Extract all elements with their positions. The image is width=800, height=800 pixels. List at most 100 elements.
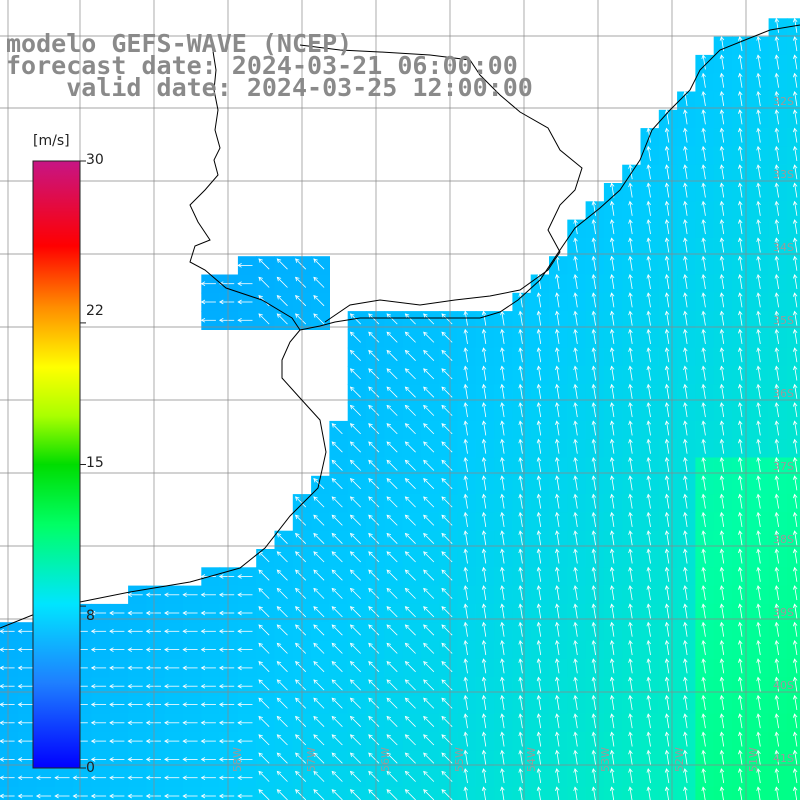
wind-arrow-head	[536, 585, 542, 590]
wind-arrow	[405, 588, 416, 599]
wind-speed-cell	[164, 786, 184, 800]
wind-arrow	[794, 750, 798, 765]
wind-speed-cell	[677, 786, 696, 800]
valid-date-text: valid date: 2024-03-25 12:00:00	[66, 73, 533, 102]
wind-arrow-head	[518, 475, 523, 480]
wind-arrow	[423, 716, 435, 727]
wind-arrow-head	[628, 639, 633, 645]
wind-arrow	[464, 494, 468, 509]
wind-arrow-head	[386, 459, 392, 465]
wind-arrow	[556, 640, 560, 656]
wind-arrow	[556, 695, 560, 710]
lon-label: 57W	[305, 747, 318, 772]
wind-arrow-head	[756, 438, 761, 444]
wind-arrow	[757, 347, 761, 363]
wind-arrow	[464, 677, 468, 692]
wind-arrow	[629, 384, 633, 399]
wind-arrow-head	[573, 475, 578, 480]
wind-arrow	[258, 569, 270, 581]
wind-arrow-head	[792, 475, 798, 480]
wind-arrow	[501, 457, 505, 473]
wind-arrow	[666, 549, 670, 564]
wind-arrow-head	[774, 255, 780, 261]
wind-arrow	[501, 622, 505, 637]
wind-arrow-head	[774, 54, 780, 60]
wind-arrow-head	[591, 310, 597, 316]
wind-arrow-head	[555, 475, 560, 480]
wind-arrow-head	[500, 585, 505, 590]
wind-arrow-head	[756, 548, 761, 554]
wind-arrow	[611, 677, 615, 692]
wind-arrow-head	[368, 441, 373, 446]
wind-arrow	[702, 402, 706, 418]
wind-arrow-head	[609, 310, 615, 316]
wind-arrow-head	[664, 603, 670, 609]
wind-arrow-head	[500, 639, 505, 645]
wind-arrow-head	[719, 273, 725, 279]
wind-arrow	[313, 771, 325, 782]
wind-arrow	[721, 128, 725, 143]
wind-arrow	[386, 533, 398, 544]
wind-arrow	[538, 512, 542, 527]
wind-arrow-head	[404, 514, 410, 520]
wind-arrow-head	[182, 647, 187, 652]
wind-arrow	[331, 697, 343, 709]
wind-arrow	[423, 789, 435, 800]
wind-arrow	[666, 128, 670, 143]
wind-arrow	[350, 752, 361, 764]
wind-arrow-head	[182, 683, 187, 689]
wind-arrow-head	[701, 420, 706, 426]
wind-arrow	[757, 732, 761, 747]
wind-arrow-head	[738, 292, 743, 297]
wind-arrow-head	[774, 493, 780, 499]
wind-arrow-head	[591, 603, 597, 609]
wind-arrow-head	[719, 72, 725, 78]
wind-arrow-head	[441, 789, 446, 794]
wind-arrow-head	[683, 127, 688, 133]
wind-arrow-head	[664, 237, 670, 243]
wind-arrow	[794, 219, 798, 235]
wind-arrow	[666, 457, 670, 473]
wind-arrow	[386, 313, 398, 325]
wind-arrow-head	[127, 720, 132, 726]
wind-speed-cell	[768, 786, 788, 800]
wind-arrow-head	[573, 639, 578, 645]
wind-arrow	[405, 423, 416, 435]
wind-arrow-head	[555, 658, 560, 663]
wind-arrow-head	[368, 679, 373, 684]
wind-arrow-head	[331, 661, 337, 666]
wind-arrow-head	[349, 514, 355, 520]
wind-arrow-head	[738, 182, 743, 188]
wind-arrow	[702, 183, 706, 198]
wind-arrow	[721, 732, 725, 747]
wind-arrow-head	[404, 715, 410, 721]
wind-speed-cell	[347, 786, 367, 800]
wind-arrow-head	[481, 365, 487, 371]
wind-arrow-head	[313, 770, 318, 776]
wind-arrow-head	[591, 731, 597, 737]
wind-arrow	[775, 750, 779, 765]
wind-arrow-head	[701, 383, 706, 389]
wind-arrow-head	[518, 328, 523, 334]
wind-arrow-head	[258, 569, 263, 575]
wind-arrow	[277, 258, 288, 270]
wind-arrow-head	[573, 530, 578, 535]
wind-arrow-head	[518, 639, 523, 645]
wind-arrow-head	[646, 200, 652, 206]
wind-arrow	[684, 293, 688, 308]
wind-arrow-head	[237, 793, 242, 799]
wind-arrow-head	[646, 292, 652, 297]
wind-arrow	[277, 697, 288, 709]
wind-arrow-head	[276, 313, 282, 318]
wind-arrow-head	[646, 585, 652, 590]
wind-arrow-head	[386, 606, 392, 611]
wind-arrow	[794, 311, 798, 326]
wind-arrow	[611, 347, 615, 363]
coastline	[0, 24, 800, 629]
wind-arrow	[258, 643, 270, 654]
wind-arrow	[519, 768, 523, 784]
wind-arrow	[757, 421, 761, 436]
wind-arrow	[556, 256, 560, 271]
wind-arrow-head	[0, 738, 4, 744]
wind-arrow-head	[738, 219, 743, 224]
